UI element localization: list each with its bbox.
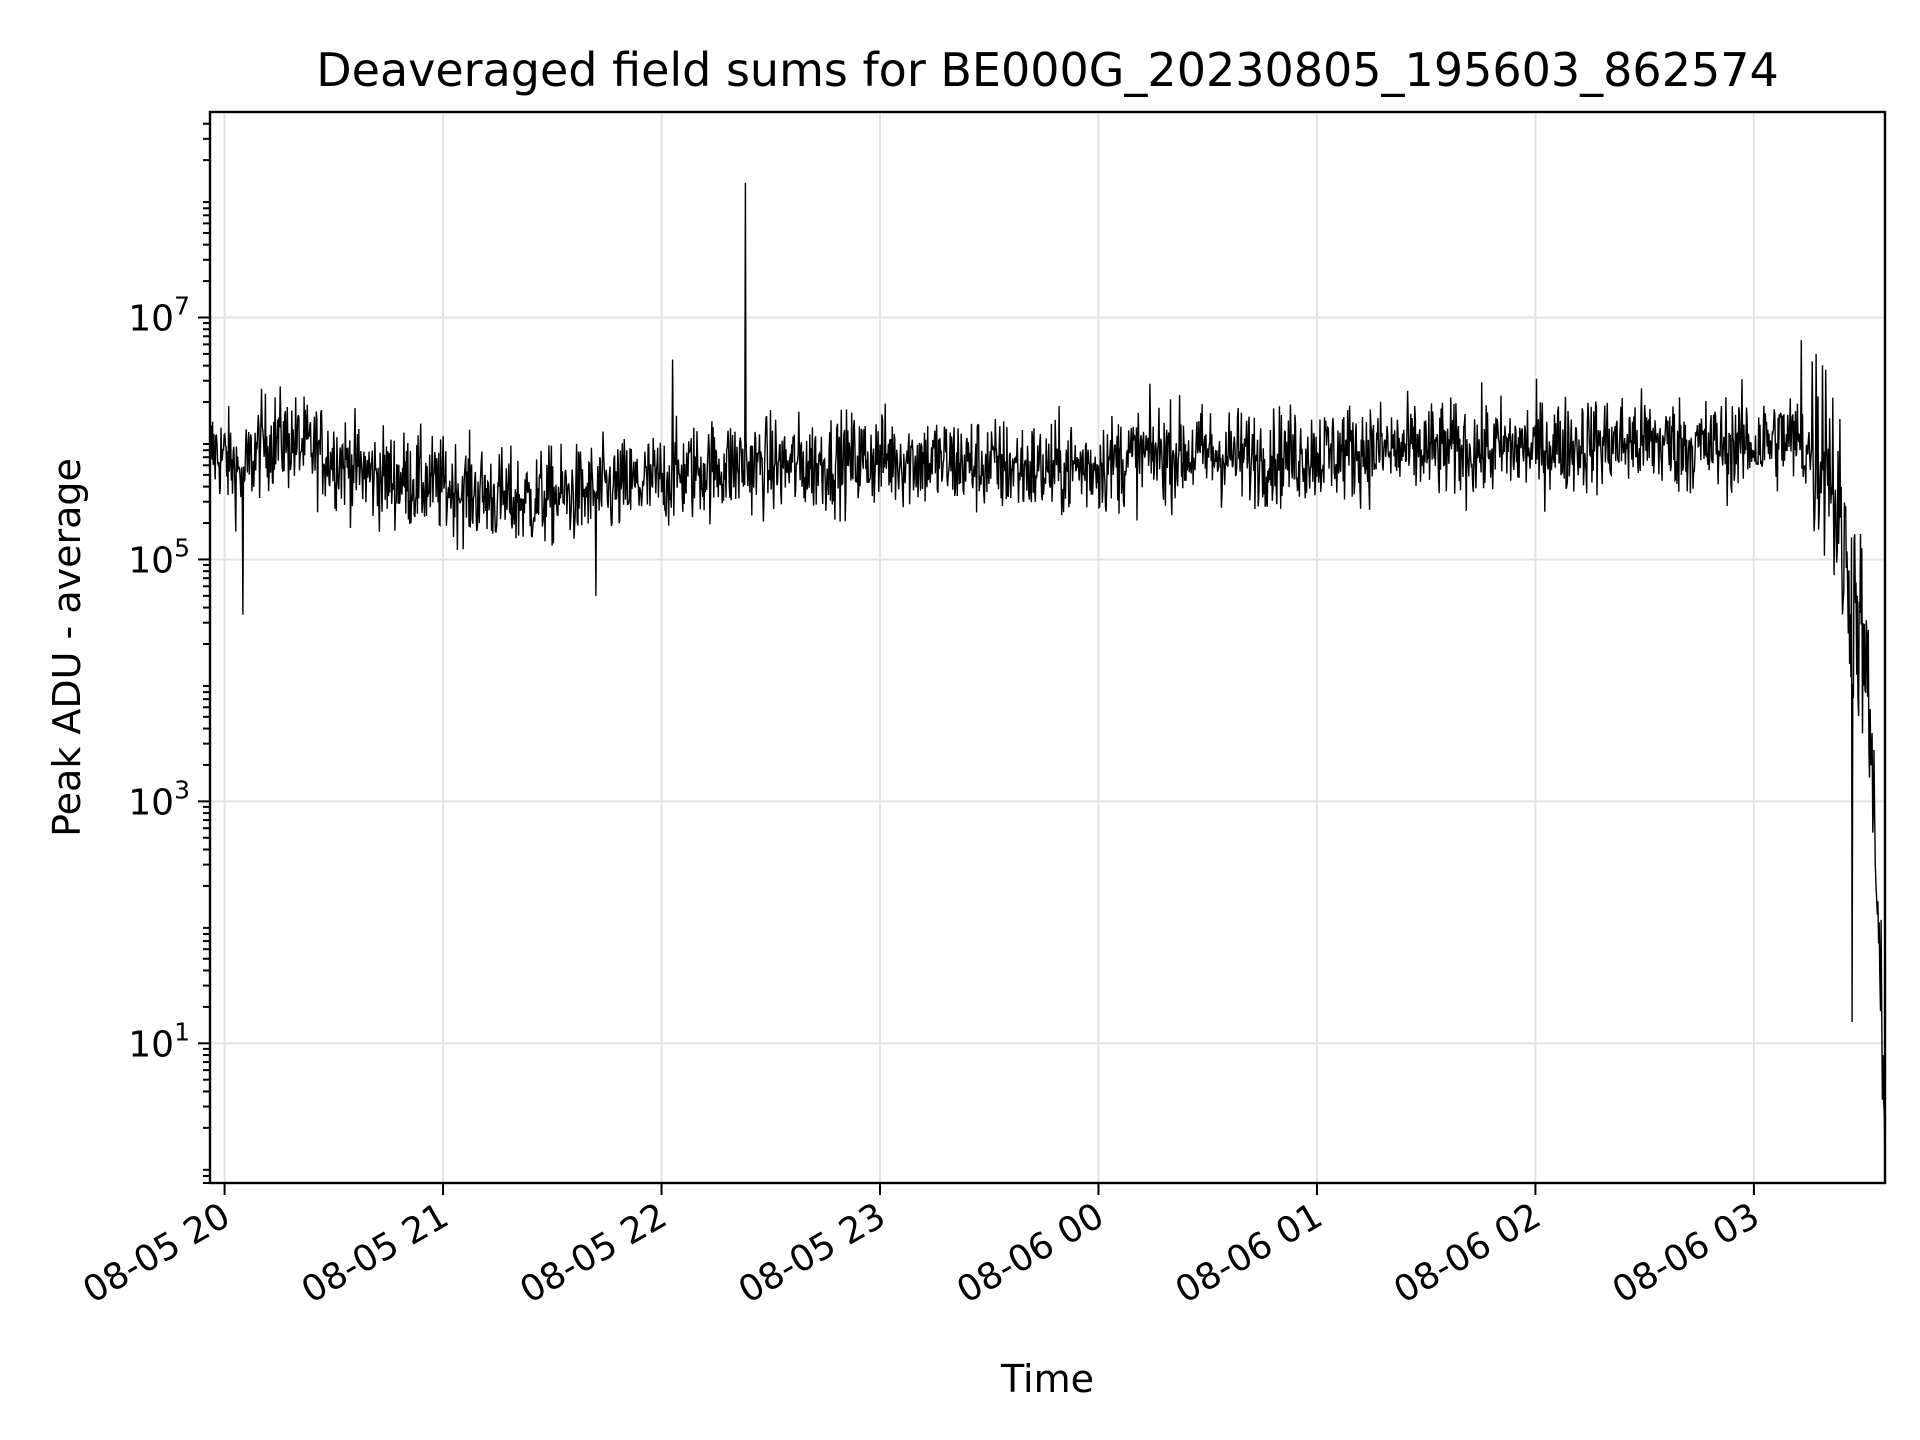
data-series	[209, 182, 1886, 1184]
y-axis-label: Peak ADU - average	[45, 458, 89, 837]
chart-title: Deaveraged field sums for BE000G_2023080…	[316, 43, 1779, 97]
grid-lines	[210, 112, 1885, 1183]
series-line	[209, 182, 1886, 1184]
y-tick-label: 103	[128, 775, 190, 823]
x-tick-label: 08-06 03	[1606, 1195, 1767, 1311]
x-tick-label: 08-06 01	[1169, 1195, 1330, 1311]
plot-frame	[208, 110, 1887, 1185]
x-tick-label: 08-05 20	[76, 1195, 237, 1311]
x-tick-label: 08-05 22	[513, 1195, 674, 1311]
x-tick-label: 08-06 02	[1387, 1195, 1548, 1311]
y-tick-label: 105	[128, 533, 190, 581]
x-tick-label: 08-05 23	[732, 1195, 893, 1311]
axis-ticks: 08-05 20 08-05 21 08-05 22 08-05 23 08-06 00…	[76, 122, 1767, 1312]
x-tick-label: 08-05 21	[295, 1195, 456, 1311]
x-tick-label: 08-06 00	[950, 1195, 1111, 1311]
x-axis-label: Time	[1000, 1357, 1094, 1401]
y-tick-label: 101	[128, 1017, 190, 1065]
y-tick-label: 107	[128, 292, 190, 340]
